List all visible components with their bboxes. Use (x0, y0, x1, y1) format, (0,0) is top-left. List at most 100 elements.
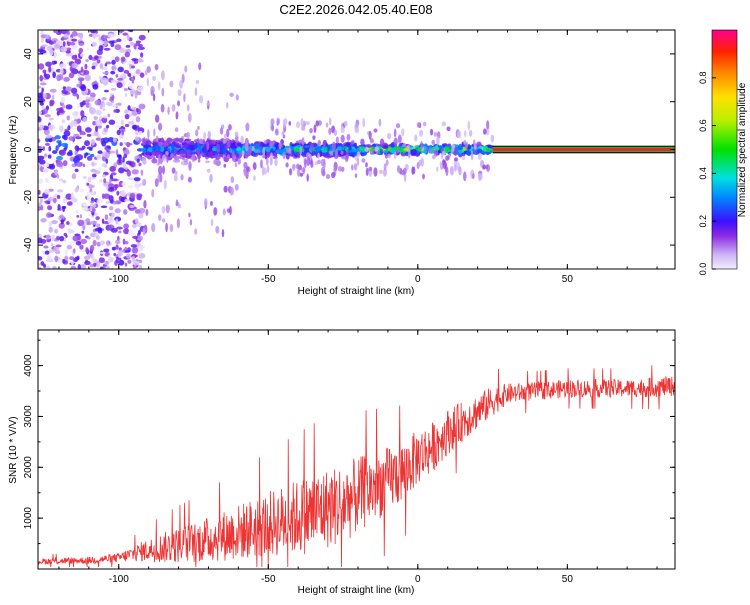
colorbar-ticks: 0.0 0.2 0.4 0.6 0.8 (698, 72, 716, 275)
spectral-point (270, 140, 274, 147)
spectral-point (91, 61, 99, 68)
spectral-point (136, 45, 139, 52)
spectral-point (79, 130, 86, 135)
spectral-point (128, 82, 135, 90)
spectral-point (188, 161, 192, 171)
spectral-point (82, 100, 86, 106)
spectral-point (63, 232, 68, 237)
spectral-point (442, 159, 447, 170)
spectral-point (123, 208, 128, 215)
spectral-point (155, 135, 159, 142)
spectral-point (161, 205, 166, 214)
spectral-point (112, 64, 117, 71)
spectral-point (246, 166, 250, 172)
spectral-point (469, 129, 473, 137)
spectral-point (89, 30, 97, 34)
spectral-point (356, 157, 360, 166)
spectral-point (66, 244, 73, 250)
colorbar-label: Normalized spectral amplitude (737, 82, 748, 217)
spectral-point (131, 169, 139, 175)
spectral-point (134, 136, 140, 142)
spectral-point (124, 250, 131, 253)
spectral-point (99, 63, 104, 69)
spectral-point (221, 228, 225, 238)
spectral-point (107, 183, 115, 189)
spectral-point (112, 104, 119, 108)
spectral-point (38, 110, 43, 115)
spectral-point (257, 148, 260, 154)
spectral-point (289, 153, 294, 157)
spectral-point (91, 32, 97, 39)
spectral-point (151, 142, 158, 146)
spectral-point (103, 115, 107, 119)
spectral-point (117, 30, 125, 33)
spectral-point (120, 56, 126, 62)
spectral-point (306, 156, 311, 167)
spectral-point (209, 173, 213, 183)
spectral-point (138, 130, 143, 136)
spectral-point (237, 142, 241, 147)
spectral-point (331, 141, 336, 151)
spectral-point (482, 164, 487, 170)
spectral-point (243, 161, 248, 169)
spectral-point (219, 153, 224, 158)
spectral-point (109, 165, 117, 172)
spectral-point (132, 265, 137, 269)
spectral-point (354, 173, 358, 178)
spectral-point (62, 104, 66, 109)
spectral-point (360, 138, 365, 146)
spectral-point (281, 131, 285, 136)
spectral-point (80, 110, 85, 117)
spectral-point (185, 140, 192, 144)
spectral-point (62, 160, 68, 167)
spectral-point (48, 117, 54, 121)
spectral-point (131, 58, 139, 61)
spectral-point (59, 63, 67, 69)
spectral-point (395, 123, 401, 129)
spectral-point (215, 225, 220, 234)
spectral-point (54, 170, 58, 176)
spectral-point (183, 158, 189, 163)
spectral-point (92, 41, 97, 47)
spectral-point (113, 109, 117, 113)
spectral-point (146, 66, 151, 73)
spectral-point (79, 188, 85, 193)
spectral-point (457, 130, 462, 139)
spectral-point (45, 234, 51, 240)
spectral-point (222, 138, 226, 144)
spectral-point (129, 63, 133, 70)
spectral-point (56, 174, 60, 179)
spectral-point (245, 141, 249, 152)
spectral-point (188, 212, 191, 218)
spectral-point (38, 116, 42, 123)
spectral-point (416, 122, 421, 128)
spectral-point (134, 129, 140, 136)
spectral-point (90, 220, 98, 225)
spectral-point (171, 104, 176, 112)
spectral-point (138, 34, 146, 41)
spectral-point (101, 97, 107, 101)
colorbar-tick-label: 0.2 (698, 215, 708, 228)
spectral-point (127, 120, 135, 125)
spectral-point (196, 138, 200, 144)
spectral-point (176, 100, 181, 107)
spectral-point (465, 141, 469, 149)
spectral-point (134, 209, 141, 214)
spectral-point (38, 256, 43, 261)
x-tick-label: 50 (562, 574, 574, 585)
spectral-point (80, 263, 86, 269)
spectral-point (129, 41, 135, 46)
spectral-point (138, 103, 146, 110)
spectral-point (68, 136, 75, 141)
spectral-point (132, 235, 139, 239)
spectral-point (123, 69, 130, 74)
spectral-point (304, 158, 307, 169)
spectral-point (73, 120, 78, 127)
spectral-point (85, 247, 89, 254)
spectral-point (195, 79, 200, 85)
spectral-point (101, 218, 105, 224)
spectral-point (278, 142, 282, 150)
spectral-point (161, 142, 169, 147)
spectral-point (322, 146, 325, 152)
spectral-point (151, 158, 158, 164)
